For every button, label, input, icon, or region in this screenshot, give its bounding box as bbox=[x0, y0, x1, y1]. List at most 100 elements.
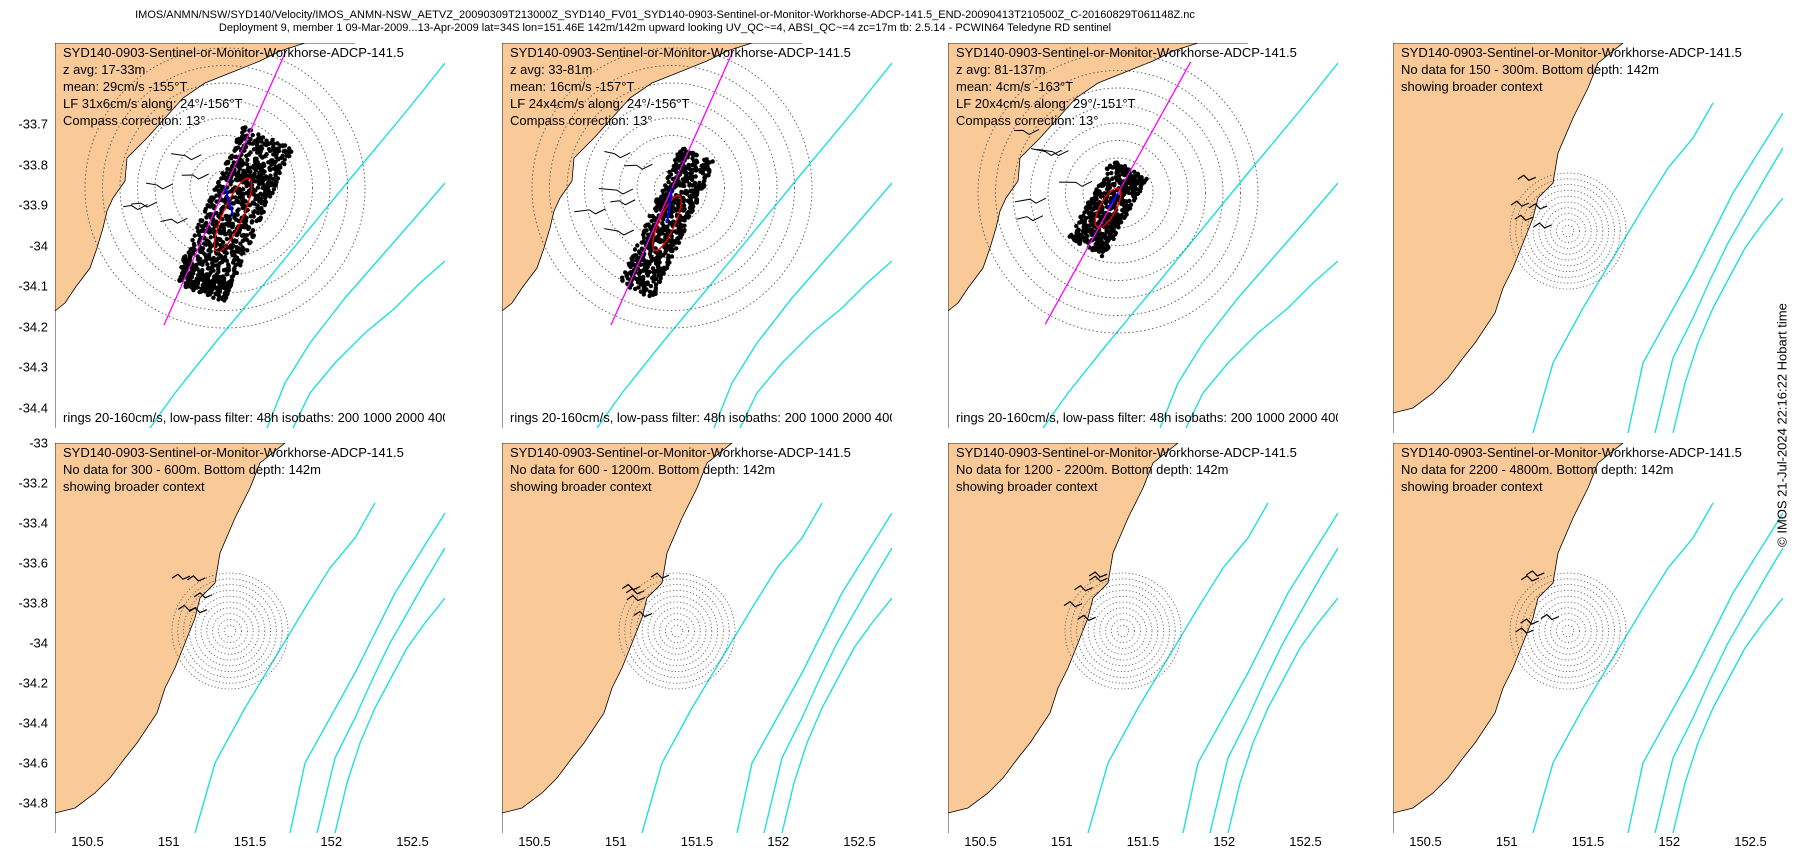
isobath-line bbox=[1654, 147, 1783, 433]
y-tick-label: -33.4 bbox=[18, 515, 48, 531]
velocity-point bbox=[260, 170, 266, 176]
isobath-line bbox=[1672, 597, 1783, 833]
x-tick-label: 151 bbox=[157, 834, 180, 849]
velocity-point bbox=[678, 234, 683, 240]
velocity-point bbox=[199, 224, 205, 229]
velocity-point bbox=[238, 241, 243, 246]
velocity-point bbox=[243, 180, 249, 186]
velocity-point bbox=[198, 228, 204, 234]
plot-panel-1: SYD140-0903-Sentinel-or-Monitor-Workhors… bbox=[55, 43, 445, 428]
speed-ring bbox=[995, 70, 1241, 316]
velocity-point bbox=[702, 162, 707, 167]
velocity-point bbox=[693, 174, 698, 179]
velocity-point bbox=[654, 235, 659, 240]
velocity-point bbox=[196, 222, 201, 227]
velocity-point bbox=[248, 136, 253, 142]
speed-ring bbox=[653, 607, 701, 655]
estuary-line bbox=[1528, 203, 1548, 210]
velocity-point bbox=[689, 170, 694, 176]
velocity-point bbox=[214, 219, 219, 224]
velocity-point bbox=[1112, 181, 1117, 187]
x-axis-col-1: 150.5 151 151.5 152 152.5 bbox=[55, 834, 445, 854]
velocity-point bbox=[1089, 210, 1094, 215]
velocity-point bbox=[234, 238, 239, 244]
velocity-point bbox=[226, 288, 231, 293]
x-tick-label: 151.5 bbox=[680, 834, 714, 849]
estuary-line bbox=[187, 575, 206, 582]
velocity-point bbox=[623, 270, 628, 275]
estuary-line bbox=[1520, 575, 1540, 582]
velocity-point bbox=[188, 247, 193, 252]
velocity-point bbox=[1110, 165, 1115, 170]
speed-ring bbox=[635, 589, 718, 672]
velocity-point bbox=[230, 274, 235, 279]
estuary-line bbox=[130, 201, 158, 208]
land-area bbox=[502, 443, 733, 833]
velocity-point bbox=[273, 182, 278, 188]
velocity-point bbox=[226, 262, 231, 267]
velocity-point bbox=[182, 269, 188, 274]
estuary-line bbox=[574, 208, 606, 215]
velocity-point bbox=[233, 262, 238, 268]
velocity-point bbox=[1105, 171, 1110, 176]
velocity-point bbox=[1109, 196, 1114, 201]
velocity-point bbox=[195, 279, 200, 284]
velocity-point bbox=[256, 174, 261, 179]
velocity-point bbox=[244, 169, 250, 174]
velocity-point bbox=[1095, 204, 1100, 209]
velocity-point bbox=[648, 227, 654, 232]
velocity-point bbox=[196, 232, 202, 238]
velocity-point bbox=[655, 251, 660, 257]
velocity-point bbox=[648, 283, 654, 289]
velocity-point bbox=[238, 162, 244, 168]
velocity-point bbox=[1104, 176, 1109, 181]
velocity-point bbox=[251, 147, 257, 152]
velocity-point bbox=[235, 208, 240, 214]
speed-ring bbox=[1012, 87, 1224, 299]
velocity-point bbox=[233, 154, 238, 160]
speed-ring bbox=[618, 572, 736, 690]
velocity-point bbox=[653, 285, 658, 291]
velocity-point bbox=[253, 188, 258, 193]
velocity-point bbox=[211, 259, 217, 264]
velocity-point bbox=[201, 259, 206, 264]
velocity-point bbox=[679, 156, 684, 161]
velocity-point bbox=[627, 271, 632, 276]
velocity-point bbox=[208, 199, 214, 205]
velocity-point bbox=[216, 297, 221, 302]
land-area bbox=[55, 443, 286, 833]
velocity-point bbox=[1083, 222, 1088, 228]
mean-velocity-arrow bbox=[224, 187, 234, 216]
velocity-point bbox=[264, 152, 269, 157]
velocity-point bbox=[1105, 243, 1110, 249]
velocity-point bbox=[256, 217, 261, 222]
velocity-point bbox=[1076, 237, 1081, 242]
speed-ring bbox=[584, 100, 760, 276]
x-tick-label: 152.5 bbox=[1734, 834, 1767, 849]
velocity-point bbox=[688, 201, 693, 207]
velocity-point bbox=[251, 214, 256, 219]
x-tick-label: 152 bbox=[1213, 834, 1236, 849]
x-tick-label: 151.5 bbox=[233, 834, 267, 849]
velocity-point bbox=[253, 179, 258, 184]
velocity-point bbox=[641, 229, 647, 235]
velocity-point bbox=[237, 141, 242, 146]
velocity-point bbox=[675, 164, 680, 170]
velocity-point bbox=[275, 141, 280, 146]
land-area bbox=[1393, 43, 1624, 433]
velocity-point bbox=[256, 136, 261, 141]
estuary-line bbox=[604, 151, 631, 159]
velocity-point bbox=[267, 194, 273, 199]
velocity-point bbox=[207, 226, 212, 231]
variance-ellipse bbox=[213, 177, 253, 253]
velocity-point bbox=[1131, 179, 1136, 184]
plot-panel-6: SYD140-0903-Sentinel-or-Monitor-Workhors… bbox=[502, 443, 892, 833]
velocity-point bbox=[666, 253, 671, 258]
velocity-point bbox=[203, 242, 209, 247]
velocity-point bbox=[653, 261, 659, 266]
isobath-line bbox=[1532, 502, 1714, 833]
velocity-point bbox=[199, 218, 205, 223]
velocity-point bbox=[218, 237, 223, 242]
velocity-point bbox=[240, 202, 245, 207]
velocity-point bbox=[264, 188, 270, 193]
